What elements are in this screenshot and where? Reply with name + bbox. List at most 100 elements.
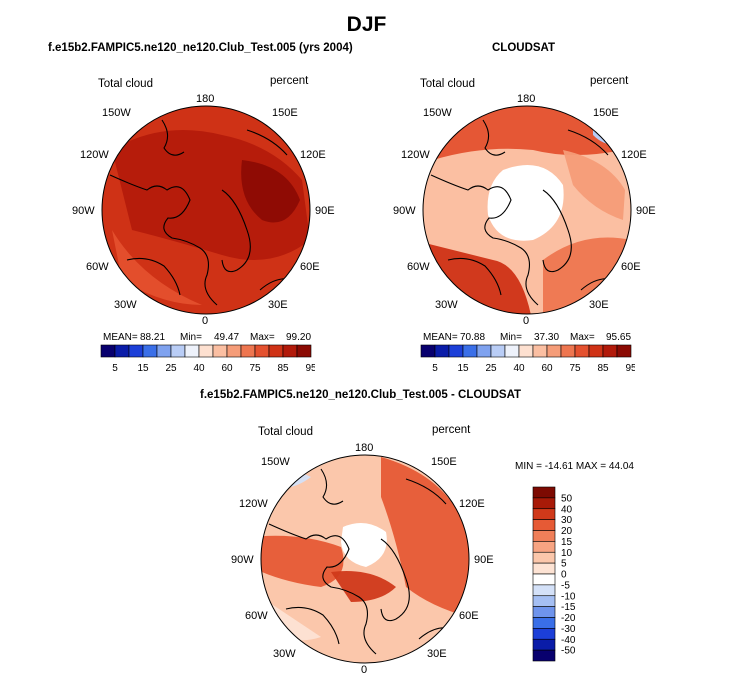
colorbar-box: [476, 344, 492, 358]
model-panel-title: f.e15b2.FAMPIC5.ne120_ne120.Club_Test.00…: [48, 42, 353, 54]
colorbar-tick-label: 15: [137, 363, 149, 374]
colorbar-box: [100, 344, 116, 358]
lon-label-0: 0: [361, 664, 367, 675]
colorbar-box: [602, 344, 618, 358]
obs-colorbar-ticks: 5 15 25 40 60 75 85 95: [432, 363, 635, 374]
colorbar-tick-label: 30: [561, 515, 573, 526]
lon-label-60e: 60E: [621, 261, 641, 273]
colorbar-box: [518, 344, 534, 358]
obs-max-value: 95.65: [606, 332, 632, 343]
colorbar-box: [490, 344, 506, 358]
lon-label-0: 0: [202, 315, 208, 326]
diff-units-label: percent: [432, 424, 471, 436]
lon-label-120w: 120W: [239, 498, 268, 510]
colorbar-box: [170, 344, 186, 358]
lon-label-150w: 150W: [261, 456, 290, 468]
obs-max-label: Max=: [570, 332, 595, 343]
colorbar-tick-label: 10: [561, 548, 573, 559]
obs-mean-value: 70.88: [460, 332, 486, 343]
lon-label-60w: 60W: [245, 610, 268, 622]
colorbar-box: [546, 344, 562, 358]
model-colorbar: 5 15 25 40 60 75 85 95: [100, 344, 315, 374]
model-min-label: Min=: [180, 332, 202, 343]
obs-var-label: Total cloud: [420, 78, 475, 90]
colorbar-box: [532, 551, 556, 564]
lon-label-150w: 150W: [102, 107, 131, 119]
lon-label-180: 180: [355, 442, 373, 454]
colorbar-box: [532, 497, 556, 510]
lon-label-60e: 60E: [459, 610, 479, 622]
lon-label-90w: 90W: [393, 205, 416, 217]
colorbar-box: [282, 344, 298, 358]
obs-missing-data-hole: [487, 165, 564, 241]
colorbar-box: [532, 486, 556, 499]
colorbar-tick-label: 85: [597, 363, 609, 374]
model-map-shade: [241, 160, 300, 223]
colorbar-tick-label: -40: [561, 635, 576, 646]
obs-min-value: 37.30: [534, 332, 560, 343]
colorbar-box: [532, 628, 556, 640]
colorbar-tick-label: 40: [193, 363, 205, 374]
lon-label-150e: 150E: [272, 107, 298, 119]
lon-label-180: 180: [517, 93, 535, 105]
model-max-label: Max=: [250, 332, 275, 343]
colorbar-box: [532, 573, 556, 586]
colorbar-box: [226, 344, 242, 358]
lon-label-120w: 120W: [80, 149, 109, 161]
colorbar-box: [532, 595, 556, 607]
colorbar-box: [142, 344, 158, 358]
obs-polar-map: 180 150W 150E 120W 120E 90W 90E 60W 60E …: [393, 93, 656, 326]
model-mean-label: MEAN=: [103, 332, 138, 343]
diff-minmax: MIN = -14.61 MAX = 44.04: [515, 461, 634, 472]
model-coastlines: [109, 119, 295, 306]
obs-lon-labels: 180 150W 150E 120W 120E 90W 90E 60W 60E …: [393, 93, 656, 326]
lon-label-90w: 90W: [231, 554, 254, 566]
colorbar-box: [560, 344, 576, 358]
colorbar-box: [532, 344, 548, 358]
colorbar-tick-label: 15: [457, 363, 469, 374]
lon-label-60w: 60W: [407, 261, 430, 273]
colorbar-box: [532, 638, 556, 651]
colorbar-box: [532, 541, 556, 553]
lon-label-120e: 120E: [300, 149, 326, 161]
page-title: DJF: [346, 13, 387, 36]
colorbar-box: [504, 344, 520, 358]
colorbar-tick-label: 15: [561, 537, 573, 548]
colorbar-box: [198, 344, 214, 358]
diff-map-shade: [261, 535, 344, 587]
colorbar-box: [588, 344, 604, 358]
colorbar-tick-label: 85: [277, 363, 289, 374]
colorbar-box: [212, 344, 228, 358]
diff-map-shade: [381, 457, 469, 617]
colorbar-box: [240, 344, 256, 358]
obs-units-label: percent: [590, 75, 629, 87]
lon-label-60e: 60E: [300, 261, 320, 273]
colorbar-tick-label: 25: [485, 363, 497, 374]
colorbar-tick-label: 20: [561, 526, 573, 537]
diff-var-label: Total cloud: [258, 426, 313, 438]
model-lon-labels: 180 150W 150E 120W 120E 90W 90E 60W 60E …: [72, 93, 335, 326]
lon-label-90e: 90E: [315, 205, 335, 217]
diff-polar-map: 180 150W 150E 120W 120E 90W 90E 60W 60E …: [231, 442, 494, 675]
colorbar-box: [532, 584, 556, 597]
lon-label-150w: 150W: [423, 107, 452, 119]
colorbar-box: [254, 344, 270, 358]
lon-label-150e: 150E: [431, 456, 457, 468]
model-colorbar-boxes: [100, 344, 312, 358]
obs-colorbar: 5 15 25 40 60 75 85 95: [420, 344, 635, 374]
lon-label-30w: 30W: [114, 299, 137, 311]
lon-label-30e: 30E: [589, 299, 609, 311]
diff-colorbar-boxes: [532, 486, 556, 662]
colorbar-box: [420, 344, 436, 358]
model-polar-map: 180 150W 150E 120W 120E 90W 90E 60W 60E …: [72, 93, 335, 326]
model-units-label: percent: [270, 75, 309, 87]
colorbar-box: [434, 344, 450, 358]
colorbar-box: [532, 519, 556, 531]
colorbar-box: [532, 606, 556, 618]
colorbar-tick-label: -20: [561, 613, 576, 624]
diff-map-shade: [331, 571, 396, 602]
lon-label-30w: 30W: [435, 299, 458, 311]
colorbar-tick-label: -5: [561, 580, 570, 591]
colorbar-tick-label: 75: [569, 363, 581, 374]
